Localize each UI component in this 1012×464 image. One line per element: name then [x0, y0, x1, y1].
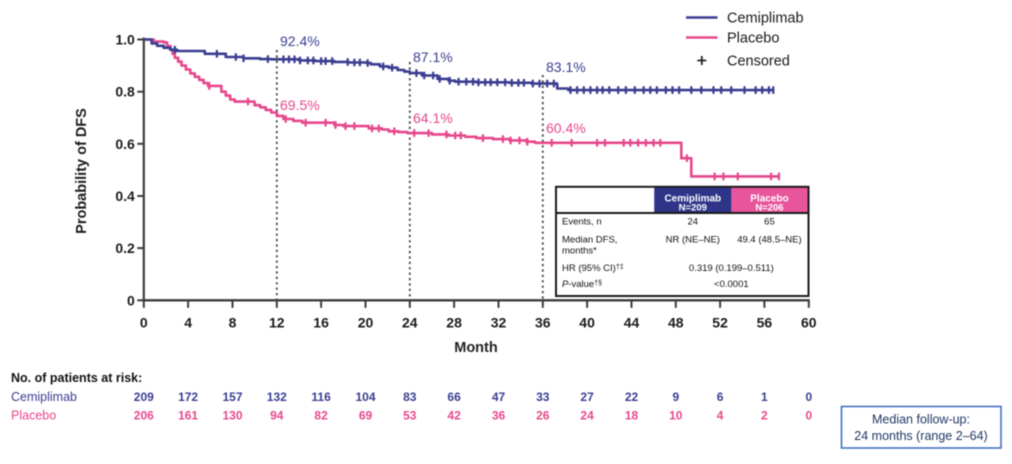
- svg-text:Events, n: Events, n: [562, 217, 602, 228]
- svg-text:116: 116: [311, 390, 331, 404]
- svg-text:44: 44: [624, 314, 640, 330]
- svg-text:0: 0: [140, 314, 148, 330]
- svg-text:47: 47: [492, 390, 506, 404]
- svg-text:Placebo: Placebo: [11, 409, 56, 423]
- svg-text:No. of patients at risk:: No. of patients at risk:: [11, 371, 142, 385]
- svg-text:209: 209: [134, 390, 154, 404]
- svg-text:27: 27: [580, 390, 594, 404]
- svg-text:Censored: Censored: [727, 54, 790, 70]
- svg-text:9: 9: [672, 390, 679, 404]
- svg-text:4: 4: [717, 409, 724, 423]
- svg-text:32: 32: [491, 314, 507, 330]
- svg-text:20: 20: [358, 314, 374, 330]
- svg-text:4: 4: [184, 314, 192, 330]
- svg-text:N=209: N=209: [679, 203, 707, 214]
- svg-text:1.0: 1.0: [115, 32, 135, 48]
- svg-text:HR (95% CI)†‡: HR (95% CI)†‡: [562, 263, 624, 274]
- svg-text:24: 24: [402, 314, 418, 330]
- svg-text:6: 6: [717, 390, 724, 404]
- svg-text:24 months (range 2–64): 24 months (range 2–64): [854, 429, 987, 443]
- svg-text:Cemiplimab: Cemiplimab: [11, 390, 77, 404]
- svg-text:60: 60: [801, 314, 817, 330]
- svg-text:2: 2: [761, 409, 768, 423]
- svg-text:172: 172: [178, 390, 198, 404]
- svg-text:65: 65: [764, 217, 775, 228]
- svg-text:36: 36: [535, 314, 551, 330]
- svg-text:104: 104: [355, 390, 375, 404]
- svg-text:N=206: N=206: [755, 203, 783, 214]
- svg-text:P-value†§: P-value†§: [562, 279, 602, 290]
- svg-text:0.2: 0.2: [115, 240, 135, 256]
- svg-text:42: 42: [447, 409, 461, 423]
- svg-text:92.4%: 92.4%: [280, 33, 320, 49]
- svg-text:Median DFS,: Median DFS,: [562, 235, 617, 246]
- svg-text:1: 1: [761, 390, 768, 404]
- svg-text:24: 24: [580, 409, 594, 423]
- svg-text:206: 206: [134, 409, 154, 423]
- svg-text:0: 0: [805, 409, 812, 423]
- svg-text:161: 161: [178, 409, 198, 423]
- svg-text:Placebo: Placebo: [750, 194, 788, 205]
- svg-text:56: 56: [757, 314, 773, 330]
- svg-text:52: 52: [712, 314, 728, 330]
- svg-text:28: 28: [446, 314, 462, 330]
- svg-text:157: 157: [222, 390, 242, 404]
- svg-text:0.6: 0.6: [115, 136, 135, 152]
- svg-text:82: 82: [314, 409, 328, 423]
- svg-text:130: 130: [222, 409, 242, 423]
- svg-text:26: 26: [536, 409, 550, 423]
- svg-text:months*: months*: [562, 246, 597, 257]
- svg-text:40: 40: [579, 314, 595, 330]
- svg-text:Cemiplimab: Cemiplimab: [727, 11, 804, 27]
- svg-text:22: 22: [625, 390, 639, 404]
- svg-text:0: 0: [127, 292, 135, 308]
- svg-text:94: 94: [270, 409, 284, 423]
- svg-text:10: 10: [669, 409, 683, 423]
- svg-text:Cemiplimab: Cemiplimab: [664, 194, 721, 205]
- svg-text:36: 36: [492, 409, 506, 423]
- svg-text:132: 132: [267, 390, 287, 404]
- svg-text:49.4 (48.5–NE): 49.4 (48.5–NE): [737, 235, 801, 246]
- svg-text:83: 83: [403, 390, 417, 404]
- svg-text:0: 0: [805, 390, 812, 404]
- svg-text:87.1%: 87.1%: [413, 49, 453, 65]
- svg-text:0.319 (0.199–0.511): 0.319 (0.199–0.511): [689, 263, 774, 274]
- svg-text:24: 24: [688, 217, 699, 228]
- svg-text:64.1%: 64.1%: [413, 110, 453, 126]
- svg-text:<0.0001: <0.0001: [714, 279, 749, 290]
- svg-text:69: 69: [359, 409, 373, 423]
- svg-text:18: 18: [625, 409, 639, 423]
- svg-text:69.5%: 69.5%: [280, 97, 320, 113]
- svg-text:53: 53: [403, 409, 417, 423]
- svg-text:83.1%: 83.1%: [546, 59, 586, 75]
- svg-text:Month: Month: [454, 340, 497, 356]
- svg-text:8: 8: [229, 314, 237, 330]
- svg-text:0.4: 0.4: [115, 188, 135, 204]
- svg-text:60.4%: 60.4%: [546, 120, 586, 136]
- svg-text:12: 12: [269, 314, 285, 330]
- svg-text:48: 48: [668, 314, 684, 330]
- svg-text:Probability of DFS: Probability of DFS: [74, 108, 90, 234]
- svg-text:0.8: 0.8: [115, 84, 135, 100]
- svg-text:16: 16: [313, 314, 329, 330]
- svg-text:Median follow-up:: Median follow-up:: [872, 413, 970, 427]
- svg-text:Placebo: Placebo: [727, 31, 779, 47]
- svg-text:66: 66: [447, 390, 461, 404]
- svg-text:NR (NE–NE): NR (NE–NE): [666, 235, 720, 246]
- svg-text:33: 33: [536, 390, 550, 404]
